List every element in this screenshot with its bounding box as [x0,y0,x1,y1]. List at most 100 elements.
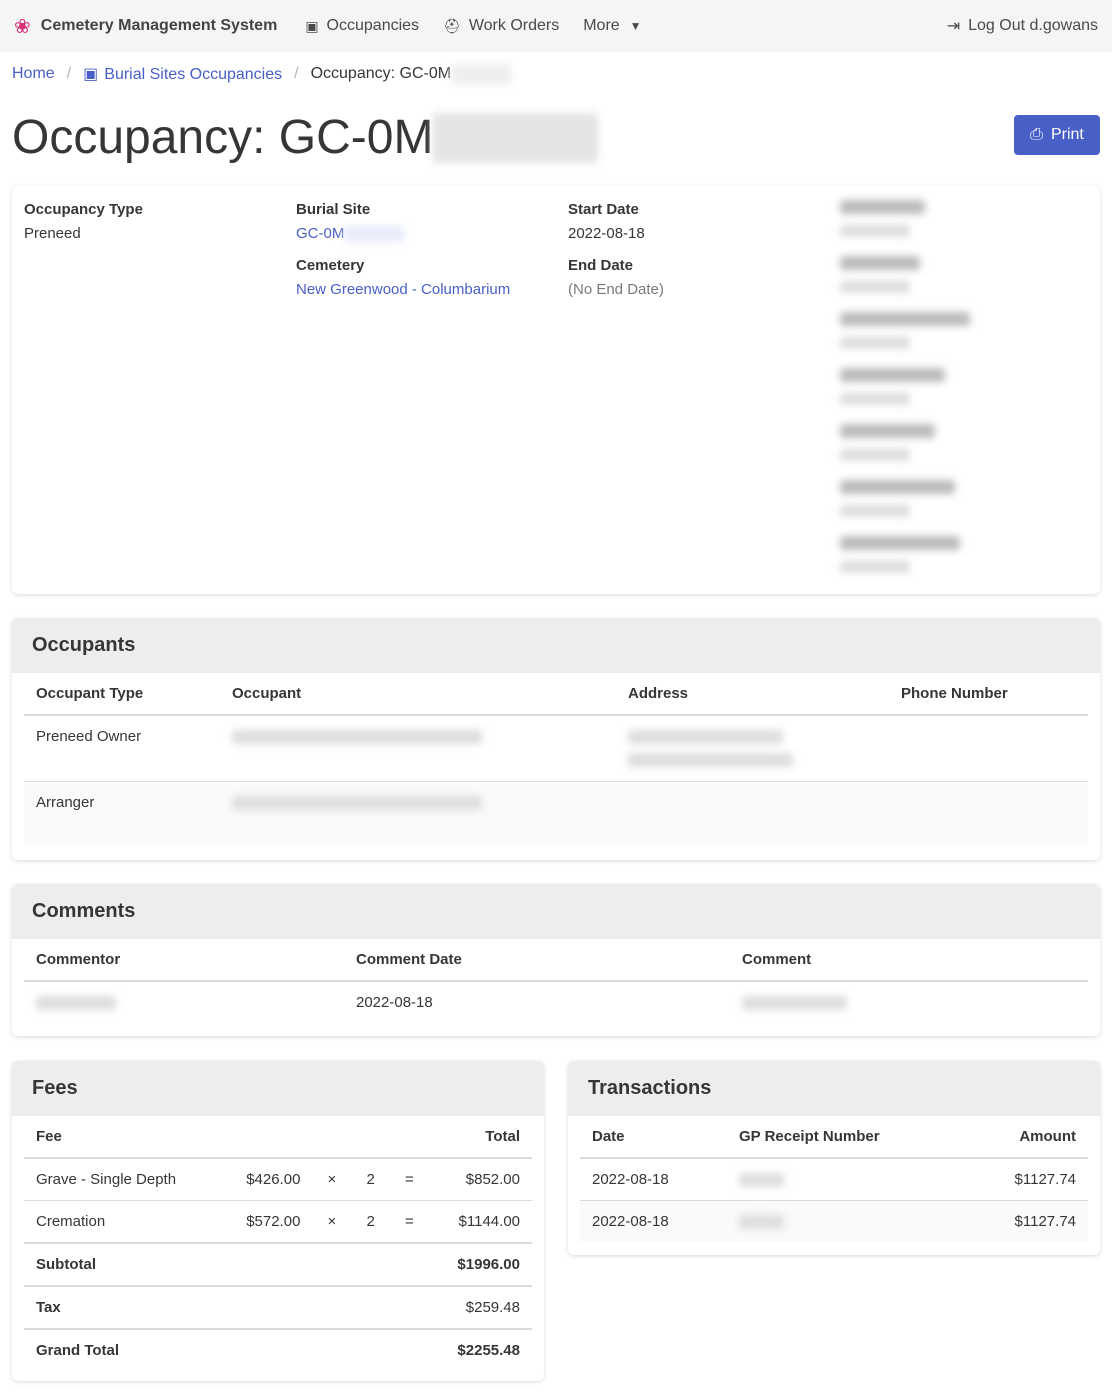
breadcrumb: Home / ▣ Burial Sites Occupancies / Occupan… [0,52,1112,96]
chevron-down-icon: ▼ [629,19,642,33]
times-sign: × [312,1200,352,1244]
redacted-text [451,64,512,84]
table-row: 2022-08-18 $1127.74 [580,1200,1088,1242]
end-date-label: End Date [568,257,634,274]
column-header: Amount [964,1116,1088,1159]
occupancy-icon: ▣ [305,17,319,34]
fees-heading: Fees [12,1061,544,1116]
redacted-text [36,996,116,1011]
column-header: Comment Date [344,939,730,982]
breadcrumb-current: Occupancy: GC-0M [310,65,452,82]
transaction-amount: $1127.74 [964,1200,1088,1242]
nav-label: Occupancies [326,17,420,34]
transaction-date: 2022-08-18 [580,1158,727,1201]
tulip-logo-icon: ❀ [14,15,31,38]
subtotal-label: Subtotal [24,1243,429,1287]
fee-name: Grave - Single Depth [24,1158,220,1201]
occupant-type: Preneed Owner [24,715,220,782]
print-button[interactable]: ⎙ Print [1014,115,1100,155]
occupant-type: Arranger [24,781,220,845]
grand-total-row: Grand Total $2255.48 [24,1329,532,1371]
redacted-text [344,226,405,243]
occupancy-icon: ▣ [83,66,99,83]
logout-label: Log Out d.gowans [968,17,1098,34]
redacted-text [232,795,482,810]
occupants-heading: Occupants [12,618,1100,673]
transaction-date: 2022-08-18 [580,1200,727,1242]
redacted-text [739,1173,784,1188]
fee-unit: $572.00 [219,1200,313,1244]
table-row: Cremation $572.00 × 2 = $1144.00 [24,1200,532,1244]
breadcrumb-separator: / [294,65,299,82]
redacted-text [742,996,847,1011]
nav-work-orders[interactable]: ⛑ Work Orders [443,17,559,35]
table-row: 2022-08-18 [24,981,1088,1023]
cemetery-label: Cemetery [296,257,365,274]
redacted-text [739,1215,784,1230]
start-date-label: Start Date [568,201,639,218]
nav-label: Work Orders [468,17,560,34]
breadcrumb-sites-label: Burial Sites Occupancies [104,66,283,83]
occupancy-details-panel: Occupancy Type Preneed Burial Site GC-0M C… [12,186,1100,594]
logout-link[interactable]: ⇥ Log Out d.gowans [947,16,1098,36]
times-sign: × [312,1158,352,1201]
nav-label: More [583,17,620,34]
hard-hat-icon: ⛑ [443,17,461,34]
page-title: Occupancy: GC-0M [12,110,599,165]
column-header: GP Receipt Number [727,1116,965,1159]
cemetery-link[interactable]: New Greenwood - Columbarium [296,281,511,298]
comments-table: Commentor Comment Date Comment 2022-08-18 [24,939,1088,1023]
tax-label: Tax [24,1286,429,1330]
breadcrumb-home[interactable]: Home [12,65,55,82]
column-header: Comment [730,939,1088,982]
nav-occupancies[interactable]: ▣ Occupancies [305,17,419,35]
redacted-text [628,753,793,767]
table-row: 2022-08-18 $1127.74 [580,1158,1088,1201]
comments-heading: Comments [12,884,1100,939]
fee-unit: $426.00 [219,1158,313,1201]
brand-link[interactable]: ❀ Cemetery Management System [14,14,277,39]
transactions-table: Date GP Receipt Number Amount 2022-08-18 $1… [580,1116,1088,1242]
occupancy-type-label: Occupancy Type [24,201,143,218]
equals-sign: = [389,1200,429,1244]
transactions-panel: Transactions Date GP Receipt Number Amount… [568,1061,1100,1255]
tax-value: $259.48 [428,1286,532,1330]
table-row: Preneed Owner [24,715,1088,782]
column-header: Occupant Type [24,673,220,716]
occupants-table: Occupant Type Occupant Address Phone Number… [24,673,1088,845]
redacted-text [232,730,482,745]
transactions-heading: Transactions [568,1061,1100,1116]
column-header: Occupant [220,673,616,716]
brand-name: Cemetery Management System [40,17,278,34]
table-row: Grave - Single Depth $426.00 × 2 = $852.00 [24,1158,532,1201]
fee-qty: 2 [351,1200,390,1244]
column-header: Address [616,673,889,716]
occupancy-type-value: Preneed [24,225,81,242]
printer-icon: ⎙ [1030,126,1043,143]
fees-panel: Fees Fee Total Grave - Single Depth $426.0… [12,1061,544,1381]
redacted-text [628,730,783,745]
transaction-amount: $1127.74 [964,1158,1088,1201]
column-header: Total [428,1116,532,1159]
column-header: Commentor [24,939,344,982]
subtotal-row: Subtotal $1996.00 [24,1243,532,1287]
tax-row: Tax $259.48 [24,1286,532,1330]
nav-more[interactable]: More ▼ [583,17,641,35]
redacted-fields [840,198,1100,590]
fee-name: Cremation [24,1200,220,1244]
grand-total-label: Grand Total [36,1342,120,1359]
burial-site-link[interactable]: GC-0M [296,225,345,242]
fee-qty: 2 [351,1158,390,1201]
burial-site-label: Burial Site [296,201,371,218]
subtotal-value: $1996.00 [428,1243,532,1287]
table-row: Arranger [24,781,1088,845]
occupants-panel: Occupants Occupant Type Occupant Address Ph… [12,618,1100,860]
top-navbar: ❀ Cemetery Management System ▣ Occupancies… [0,0,1112,52]
grand-total-value: $2255.48 [457,1342,520,1359]
end-date-value: (No End Date) [568,281,664,298]
column-header: Fee [24,1116,429,1159]
breadcrumb-separator: / [66,65,72,82]
comments-panel: Comments Commentor Comment Date Comment 20… [12,884,1100,1036]
breadcrumb-sites[interactable]: ▣ Burial Sites Occupancies [83,64,282,84]
sign-out-icon: ⇥ [946,18,961,35]
